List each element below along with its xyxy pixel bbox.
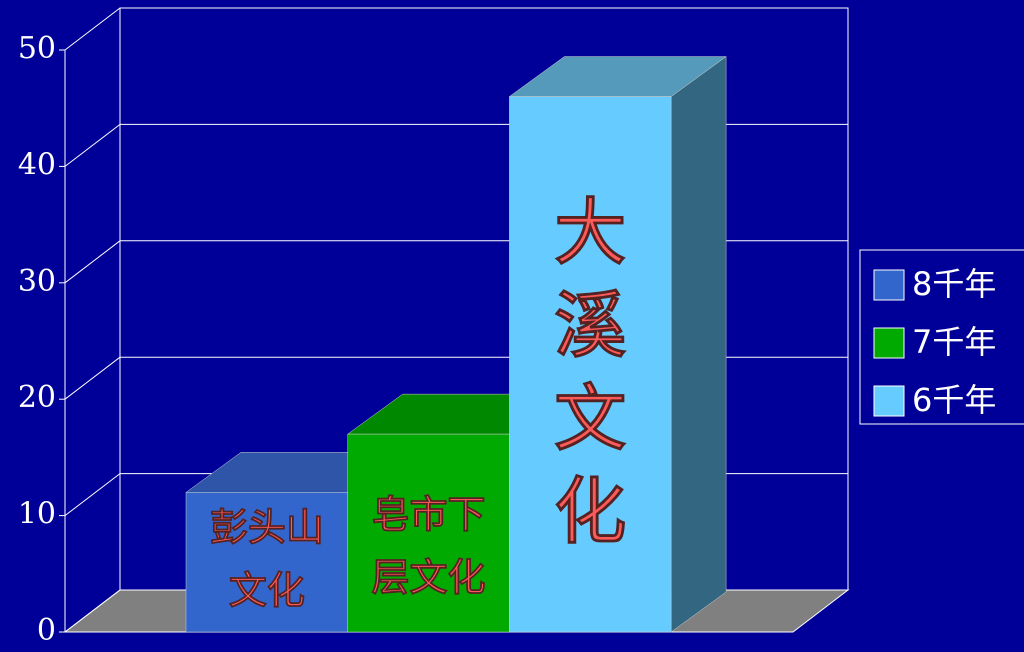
bar-label: 彭头山 (210, 506, 324, 550)
side-grid-line (64, 240, 121, 284)
legend-label: 7千年 (912, 323, 996, 361)
legend-swatch (873, 269, 905, 301)
side-grid-line (64, 124, 121, 167)
bar-label: 文化 (229, 569, 305, 613)
bar (185, 492, 348, 633)
side-grid-line (64, 7, 121, 51)
y-tick-label: 10 (18, 497, 56, 532)
bar-label: 大 (554, 191, 626, 275)
y-tick-label: 40 (18, 147, 56, 182)
bar-label: 皂市下 (372, 493, 486, 537)
side-grid-line (64, 356, 121, 400)
bar-label: 文 (554, 377, 626, 461)
y-tick-label: 20 (18, 380, 56, 415)
y-tick-label: 0 (37, 613, 56, 648)
side-grid-line (64, 473, 121, 516)
legend-swatch (873, 327, 905, 359)
legend-label: 6千年 (912, 381, 996, 419)
legend-swatch (873, 385, 905, 417)
bar-label: 溪 (554, 284, 626, 368)
bar (347, 433, 510, 633)
legend-label: 8千年 (912, 265, 996, 303)
y-tick-label: 30 (18, 264, 56, 299)
side-grid-line (64, 589, 121, 633)
y-tick-label: 50 (18, 31, 56, 66)
bar-label: 层文化 (372, 556, 486, 600)
bar (509, 96, 672, 633)
bar-side (670, 56, 727, 633)
bar-label: 化 (554, 470, 626, 554)
